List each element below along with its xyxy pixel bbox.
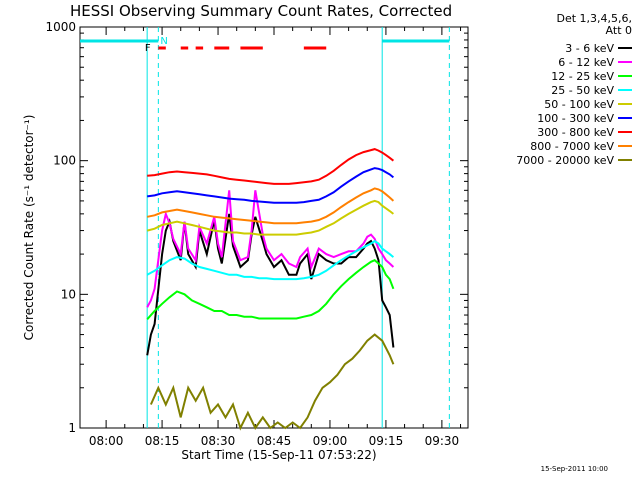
legend-item: 100 - 300 keV	[516, 111, 632, 125]
legend-label: 3 - 6 keV	[565, 41, 614, 55]
flare-flag-label: F	[145, 43, 151, 54]
legend-item: 50 - 100 keV	[516, 97, 632, 111]
series-line-5	[147, 167, 395, 204]
legend-label: 6 - 12 keV	[558, 55, 614, 69]
x-axis-title: Start Time (15-Sep-11 07:53:22)	[181, 448, 376, 462]
x-tick-label: 08:15	[145, 434, 180, 448]
x-tick-label: 09:15	[369, 434, 404, 448]
legend: 3 - 6 keV 6 - 12 keV 12 - 25 keV 25 - 50 ke…	[516, 41, 632, 167]
legend-label: 50 - 100 keV	[544, 97, 614, 111]
y-tick-label: 100	[53, 154, 76, 168]
legend-swatch	[618, 75, 632, 77]
x-tick-label: 08:30	[201, 434, 236, 448]
legend-swatch	[618, 89, 632, 91]
legend-label: 12 - 25 keV	[551, 69, 614, 83]
legend-label: 7000 - 20000 keV	[516, 153, 614, 167]
night-flag-label: N	[160, 36, 167, 47]
series-line-7	[147, 187, 395, 225]
x-tick-label: 09:00	[313, 434, 348, 448]
legend-swatch	[618, 145, 632, 147]
legend-swatch	[618, 159, 632, 161]
series-line-6	[147, 148, 395, 185]
legend-label: 25 - 50 keV	[551, 83, 614, 97]
y-tick-label: 10	[61, 287, 76, 301]
series-line-2	[146, 259, 395, 320]
series-line-3	[146, 239, 395, 281]
legend-swatch	[618, 47, 632, 49]
x-tick-label: 09:30	[425, 434, 460, 448]
x-tick-label: 08:45	[257, 434, 292, 448]
plot-frame	[79, 26, 469, 429]
legend-swatch	[618, 131, 632, 133]
legend-item: 7000 - 20000 keV	[516, 153, 632, 167]
legend-item: 300 - 800 keV	[516, 125, 632, 139]
legend-header: Det 1,3,4,5,6, Att 0	[556, 13, 632, 37]
y-axis-title: Corrected Count Rate (s⁻¹ detector⁻¹)	[22, 115, 36, 341]
legend-item: 25 - 50 keV	[516, 83, 632, 97]
legend-swatch	[618, 103, 632, 105]
legend-swatch	[618, 61, 632, 63]
legend-header-line-1: Det 1,3,4,5,6,	[556, 12, 632, 25]
legend-header-line-2: Att 0	[605, 24, 632, 37]
series-line-4	[146, 199, 395, 236]
legend-label: 800 - 7000 keV	[530, 139, 614, 153]
y-tick-label: 1	[68, 421, 76, 435]
footer-stamp: 15-Sep-2011 10:00	[540, 465, 608, 473]
legend-item: 6 - 12 keV	[516, 55, 632, 69]
x-tick-label: 08:00	[89, 434, 124, 448]
legend-swatch	[618, 117, 632, 119]
legend-item: 3 - 6 keV	[516, 41, 632, 55]
legend-item: 800 - 7000 keV	[516, 139, 632, 153]
legend-label: 300 - 800 keV	[537, 125, 614, 139]
y-tick-label: 1000	[45, 20, 76, 34]
legend-item: 12 - 25 keV	[516, 69, 632, 83]
legend-label: 100 - 300 keV	[537, 111, 614, 125]
series-line-8	[149, 333, 395, 431]
series-line-1	[146, 190, 395, 308]
chart-title: HESSI Observing Summary Count Rates, Cor…	[70, 2, 453, 20]
